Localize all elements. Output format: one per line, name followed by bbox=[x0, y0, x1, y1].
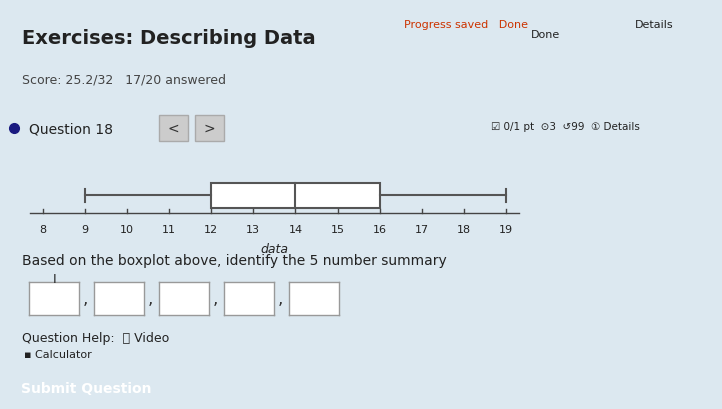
Text: Details: Details bbox=[635, 20, 674, 30]
Text: 13: 13 bbox=[246, 225, 261, 235]
Text: Submit Question: Submit Question bbox=[22, 382, 152, 396]
Text: Done: Done bbox=[531, 30, 560, 40]
Text: 14: 14 bbox=[288, 225, 303, 235]
Text: 9: 9 bbox=[82, 225, 88, 235]
Text: 16: 16 bbox=[373, 225, 387, 235]
Bar bbox=[211, 183, 380, 209]
Text: 19: 19 bbox=[499, 225, 513, 235]
Text: ,: , bbox=[148, 290, 153, 308]
Text: Exercises: Describing Data: Exercises: Describing Data bbox=[22, 29, 316, 47]
Text: ,: , bbox=[213, 290, 218, 308]
Text: 11: 11 bbox=[162, 225, 176, 235]
FancyBboxPatch shape bbox=[159, 116, 188, 142]
Text: Based on the boxplot above, identify the 5 number summary: Based on the boxplot above, identify the… bbox=[22, 254, 446, 267]
Text: 8: 8 bbox=[39, 225, 46, 235]
Text: <: < bbox=[168, 121, 179, 135]
Text: ,: , bbox=[83, 290, 88, 308]
Text: Question 18: Question 18 bbox=[29, 122, 113, 136]
Text: 17: 17 bbox=[414, 225, 429, 235]
FancyBboxPatch shape bbox=[195, 116, 224, 142]
Text: Score: 25.2/32   17/20 answered: Score: 25.2/32 17/20 answered bbox=[22, 74, 226, 87]
Text: 10: 10 bbox=[120, 225, 134, 235]
Text: >: > bbox=[204, 121, 215, 135]
Text: 18: 18 bbox=[457, 225, 471, 235]
Text: data: data bbox=[261, 243, 288, 256]
Text: ▪ Calculator: ▪ Calculator bbox=[24, 349, 92, 359]
Text: I: I bbox=[52, 272, 56, 285]
Text: 12: 12 bbox=[204, 225, 218, 235]
Text: ☑ 0/1 pt  ⊙3  ↺99  ① Details: ☑ 0/1 pt ⊙3 ↺99 ① Details bbox=[491, 122, 640, 132]
Text: ,: , bbox=[278, 290, 283, 308]
Text: Question Help:  📹 Video: Question Help: 📹 Video bbox=[22, 331, 169, 344]
Text: 15: 15 bbox=[331, 225, 344, 235]
Text: Progress saved   Done: Progress saved Done bbox=[404, 20, 529, 30]
